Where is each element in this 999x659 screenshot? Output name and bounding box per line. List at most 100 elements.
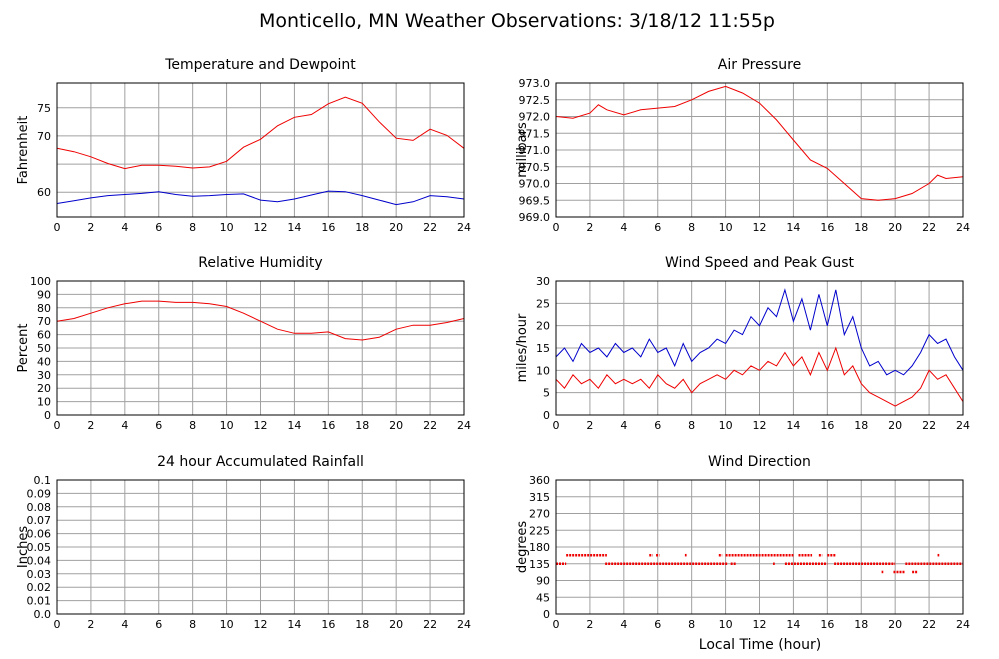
x-tick-label: 18 [355, 618, 369, 631]
x-tick-label: 12 [753, 221, 767, 234]
x-tick-label: 24 [457, 221, 471, 234]
x-tick-label: 6 [654, 419, 661, 432]
y-tick-label: 30 [37, 369, 51, 382]
x-tick-label: 8 [189, 221, 196, 234]
plot-frame [56, 82, 465, 218]
x-tick-label: 18 [854, 618, 868, 631]
x-tick-label: 12 [254, 419, 268, 432]
x-tick-label: 6 [155, 419, 162, 432]
x-tick-label: 6 [155, 618, 162, 631]
y-tick-label: 10 [37, 396, 51, 409]
x-tick-label: 8 [189, 618, 196, 631]
y-tick-label: 135 [529, 558, 550, 571]
chart-title: Temperature and Dewpoint [164, 57, 356, 73]
y-tick-label: 40 [37, 355, 51, 368]
x-tick-label: 4 [620, 419, 627, 432]
y-tick-label: 180 [529, 541, 550, 554]
plot-frame [555, 479, 964, 615]
y-tick-label: 0.06 [27, 528, 52, 541]
x-tick-label: 2 [87, 618, 94, 631]
y-tick-label: 969.5 [519, 194, 551, 207]
chart-title: Wind Speed and Peak Gust [665, 255, 854, 271]
x-tick-label: 16 [820, 419, 834, 432]
x-tick-label: 0 [54, 221, 61, 234]
y-tick-label: 100 [30, 275, 51, 288]
x-tick-label: 14 [287, 419, 301, 432]
x-tick-label: 0 [54, 419, 61, 432]
y-axis-label: millibars [515, 122, 530, 178]
y-tick-label: 972.5 [519, 94, 551, 107]
y-tick-label: 0.04 [27, 554, 52, 567]
y-tick-label: 315 [529, 491, 550, 504]
x-tick-label: 0 [553, 618, 560, 631]
x-tick-label: 10 [220, 419, 234, 432]
y-tick-label: 270 [529, 508, 550, 521]
plot-frame [555, 280, 964, 416]
y-tick-label: 972.0 [519, 111, 551, 124]
x-tick-label: 24 [457, 618, 471, 631]
y-tick-label: 30 [536, 275, 550, 288]
y-tick-label: 0.01 [27, 595, 52, 608]
x-tick-label: 0 [553, 221, 560, 234]
x-tick-label: 24 [956, 419, 970, 432]
y-tick-label: 70 [37, 315, 51, 328]
y-tick-label: 0.08 [27, 501, 52, 514]
y-tick-label: 0.0 [34, 608, 52, 621]
plot-frame [56, 479, 465, 615]
y-tick-label: 971.0 [519, 144, 551, 157]
y-tick-label: 15 [536, 342, 550, 355]
x-tick-label: 2 [586, 419, 593, 432]
chart-title: 24 hour Accumulated Rainfall [157, 454, 364, 470]
x-tick-label: 20 [389, 221, 403, 234]
x-tick-label: 14 [287, 221, 301, 234]
x-tick-label: 24 [956, 618, 970, 631]
x-tick-label: 24 [457, 419, 471, 432]
x-tick-label: 18 [854, 419, 868, 432]
x-tick-label: 16 [321, 419, 335, 432]
series-line-2 [555, 346, 964, 407]
x-tick-label: 22 [922, 221, 936, 234]
x-tick-label: 22 [922, 618, 936, 631]
y-tick-label: 970.0 [519, 178, 551, 191]
x-tick-label: 8 [688, 221, 695, 234]
x-axis-label: Local Time (hour) [699, 637, 821, 653]
x-tick-label: 8 [688, 618, 695, 631]
y-tick-label: 0 [543, 608, 550, 621]
x-tick-label: 0 [54, 618, 61, 631]
y-tick-label: 90 [536, 575, 550, 588]
x-tick-label: 16 [820, 221, 834, 234]
y-tick-label: 225 [529, 524, 550, 537]
chart-title: Wind Direction [708, 454, 811, 470]
y-tick-label: 0.03 [27, 568, 52, 581]
x-tick-label: 8 [189, 419, 196, 432]
y-tick-label: 75 [37, 102, 51, 115]
series-line-1 [555, 288, 964, 376]
y-tick-label: 25 [536, 297, 550, 310]
x-tick-label: 10 [719, 618, 733, 631]
x-tick-label: 16 [321, 221, 335, 234]
y-tick-label: 0 [44, 409, 51, 422]
x-tick-label: 22 [922, 419, 936, 432]
y-tick-label: 60 [37, 186, 51, 199]
x-tick-label: 20 [888, 419, 902, 432]
x-tick-label: 14 [287, 618, 301, 631]
x-tick-label: 14 [786, 221, 800, 234]
plot-frame [56, 280, 465, 416]
x-tick-label: 22 [423, 618, 437, 631]
y-tick-label: 20 [37, 382, 51, 395]
x-tick-label: 0 [553, 419, 560, 432]
y-tick-label: 45 [536, 591, 550, 604]
y-tick-label: 360 [529, 474, 550, 487]
y-axis-label: degrees [515, 521, 530, 574]
y-tick-label: 50 [37, 342, 51, 355]
y-tick-label: 0.02 [27, 581, 52, 594]
x-tick-label: 6 [654, 221, 661, 234]
x-tick-label: 18 [854, 221, 868, 234]
x-tick-label: 6 [155, 221, 162, 234]
x-tick-label: 16 [321, 618, 335, 631]
x-tick-label: 4 [620, 221, 627, 234]
x-tick-label: 20 [888, 221, 902, 234]
